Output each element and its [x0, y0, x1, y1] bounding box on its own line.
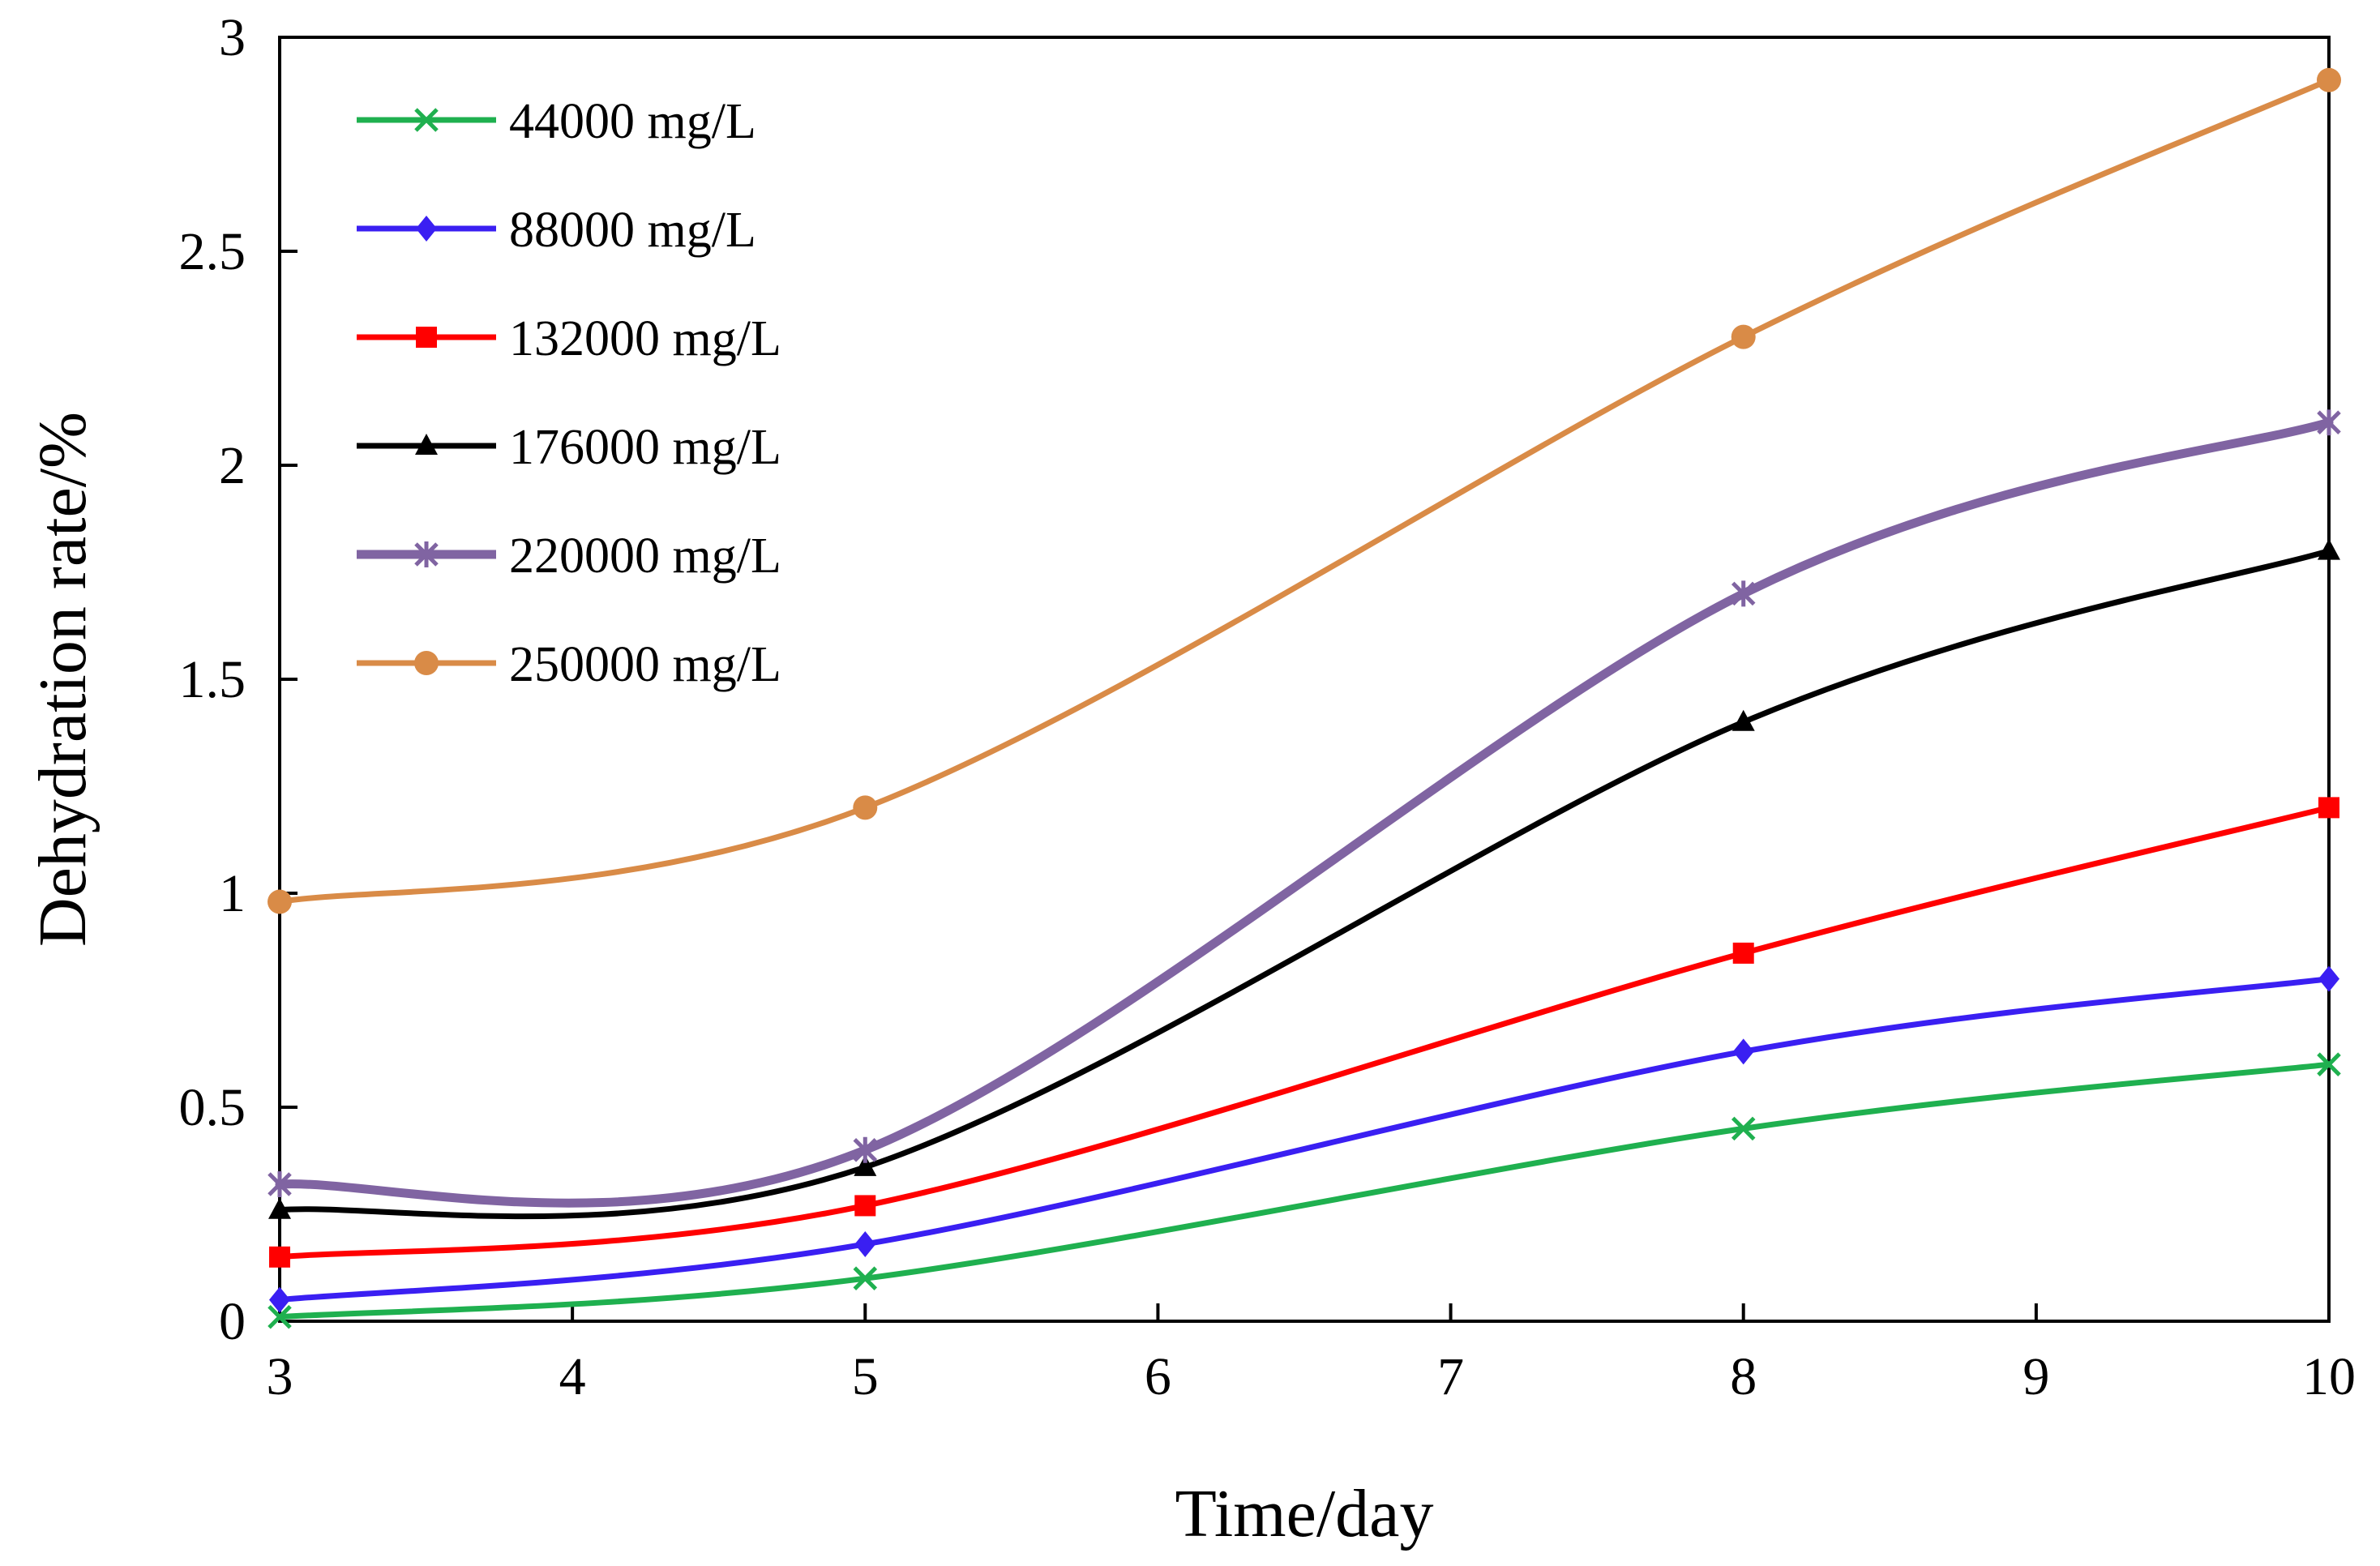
data-point [268, 889, 292, 914]
data-point [2317, 67, 2341, 92]
data-point [2318, 797, 2339, 819]
data-point [269, 1286, 290, 1313]
series-layer [268, 67, 2341, 1329]
series-1 [269, 965, 2339, 1313]
x-tick-label: 7 [1437, 1347, 1464, 1406]
series-line [276, 804, 2332, 1260]
x-tick-label: 9 [2023, 1347, 2049, 1406]
data-point [853, 1266, 878, 1290]
legend-entry: 44000 mg/L [357, 94, 756, 149]
data-point [268, 1304, 292, 1329]
data-point [854, 1154, 877, 1176]
series-line [275, 417, 2334, 1208]
data-point [1731, 324, 1756, 349]
x-axis-ticks: 3 4 5 6 7 8 9 10 [267, 1303, 2356, 1406]
legend-marker [414, 651, 439, 675]
y-tick-label: 2 [219, 436, 246, 495]
series-line [276, 77, 2332, 905]
legend-entry: 250000 mg/L [357, 637, 781, 692]
data-point [2317, 1052, 2341, 1076]
data-point [1732, 942, 1754, 964]
legend-label: 132000 mg/L [509, 311, 781, 366]
series-0 [268, 1052, 2341, 1329]
series-5 [268, 67, 2341, 914]
data-point [854, 1195, 876, 1217]
legend-label: 44000 mg/L [509, 94, 756, 149]
data-point [268, 1197, 291, 1219]
data-point [268, 1171, 292, 1198]
legend-marker [415, 434, 438, 455]
legend: 44000 mg/L 88000 mg/L 132000 mg/L 176000 mg… [357, 94, 781, 692]
series-3 [268, 538, 2340, 1220]
data-point [1731, 709, 1755, 731]
data-point [853, 795, 878, 820]
data-point [854, 1230, 876, 1257]
y-axis-title: Dehydration rate/% [25, 412, 101, 947]
legend-marker [414, 108, 439, 132]
data-point [269, 1246, 290, 1268]
y-tick-label: 1 [219, 864, 246, 923]
x-tick-label: 10 [2302, 1347, 2356, 1406]
y-tick-label: 1.5 [179, 650, 246, 709]
series-4 [268, 409, 2341, 1208]
data-point [2318, 965, 2339, 992]
legend-entry: 220000 mg/L [357, 528, 781, 584]
data-point [2318, 538, 2340, 560]
legend-marker [416, 327, 437, 348]
legend-label: 88000 mg/L [509, 203, 756, 258]
x-tick-label: 4 [559, 1347, 586, 1406]
x-axis-title: Time/day [1175, 1476, 1434, 1551]
plot-area [278, 36, 2331, 1323]
data-point [2317, 409, 2341, 436]
series-line [276, 1061, 2332, 1320]
data-point [1731, 1116, 1756, 1141]
x-tick-label: 6 [1145, 1347, 1171, 1406]
legend-marker [416, 216, 437, 242]
legend-label: 250000 mg/L [509, 637, 781, 692]
series-line [276, 976, 2332, 1303]
y-tick-label: 3 [219, 8, 246, 67]
data-point [1731, 580, 1756, 607]
legend-label: 176000 mg/L [509, 420, 781, 475]
x-tick-label: 5 [852, 1347, 879, 1406]
y-tick-label: 0 [219, 1292, 246, 1351]
y-tick-label: 0.5 [179, 1078, 246, 1137]
legend-entry: 132000 mg/L [357, 311, 781, 366]
legend-marker [414, 541, 439, 567]
y-tick-label: 2.5 [179, 222, 246, 281]
legend-entry: 88000 mg/L [357, 203, 756, 258]
x-tick-label: 8 [1730, 1347, 1757, 1406]
data-point [1732, 1038, 1754, 1065]
legend-entry: 176000 mg/L [357, 420, 781, 475]
data-point [853, 1136, 878, 1163]
legend-label: 220000 mg/L [509, 528, 781, 584]
series-2 [269, 797, 2339, 1268]
series-line [276, 548, 2332, 1220]
x-tick-label: 3 [267, 1347, 293, 1406]
